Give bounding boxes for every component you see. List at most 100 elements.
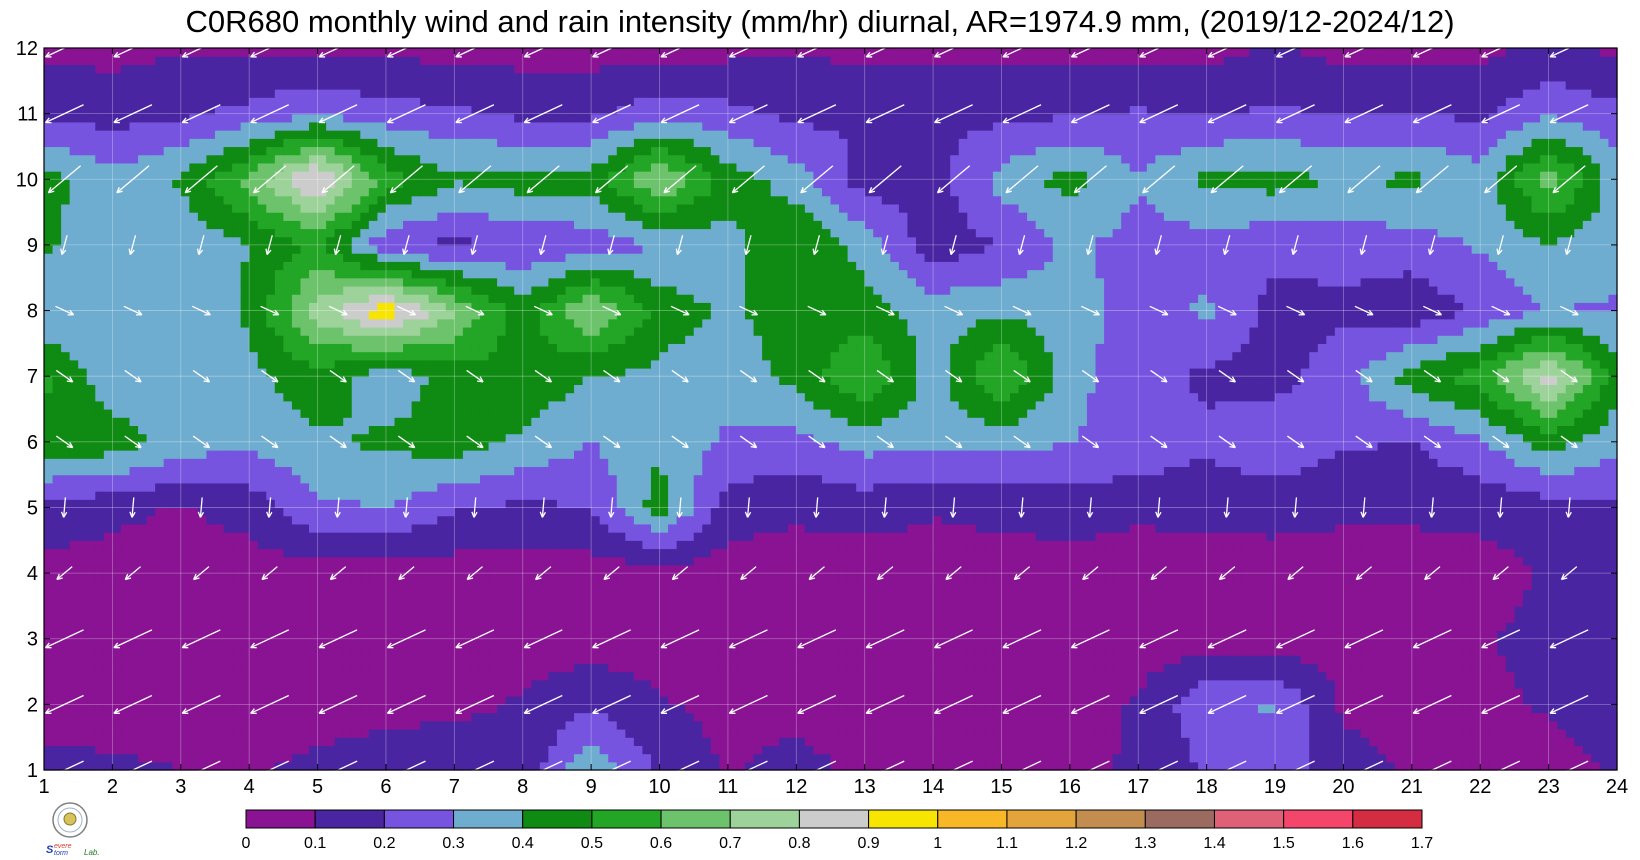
rain-cell-421 bbox=[497, 745, 507, 755]
rain-cell-1759 bbox=[924, 687, 934, 697]
rain-cell-4486 bbox=[642, 564, 652, 574]
rain-cell-2452 bbox=[556, 655, 567, 664]
rain-cell-244 bbox=[556, 753, 567, 763]
rain-cell-2796 bbox=[351, 638, 361, 648]
rain-cell-113 bbox=[1010, 761, 1020, 771]
rain-cell-1338 bbox=[471, 704, 481, 714]
rain-cell-4201 bbox=[1351, 581, 1362, 591]
rain-cell-1730 bbox=[676, 687, 686, 697]
rain-cell-3662 bbox=[1463, 605, 1473, 615]
rain-cell-3097 bbox=[1351, 630, 1362, 640]
rain-cell-4238 bbox=[95, 573, 105, 582]
rain-cell-1127 bbox=[240, 712, 250, 722]
rain-cell-2515 bbox=[1095, 655, 1105, 664]
rain-cell-2449 bbox=[531, 655, 541, 664]
rain-cell-2567 bbox=[1540, 655, 1550, 664]
rain-cell-2421 bbox=[291, 655, 302, 664]
rain-cell-2986 bbox=[403, 630, 413, 640]
rain-cell-944 bbox=[249, 720, 259, 730]
rain-cell-2066 bbox=[403, 671, 413, 681]
rain-cell-55 bbox=[514, 761, 524, 771]
rain-cell-4124 bbox=[693, 581, 703, 591]
rain-cell-2972 bbox=[283, 630, 293, 640]
rain-cell-695 bbox=[1266, 737, 1276, 746]
rain-cell-4680 bbox=[727, 556, 738, 566]
rain-cell-635 bbox=[753, 737, 763, 746]
rain-cell-743 bbox=[103, 728, 113, 738]
rain-cell-3312 bbox=[44, 614, 54, 623]
rain-cell-3459 bbox=[1300, 614, 1310, 623]
rain-cell-2681 bbox=[941, 646, 951, 656]
rain-cell-4023 bbox=[1403, 589, 1413, 599]
rain-cell-4616 bbox=[180, 556, 190, 566]
rain-cell-3898 bbox=[334, 589, 344, 599]
rain-cell-2292 bbox=[762, 663, 772, 673]
rain-cell-2846 bbox=[779, 638, 789, 648]
rain-cell-3046 bbox=[915, 630, 926, 640]
rain-cell-728 bbox=[1548, 737, 1558, 746]
rain-cell-684 bbox=[1172, 737, 1182, 746]
rain-cell-3145 bbox=[189, 622, 199, 632]
rain-cell-38 bbox=[368, 761, 379, 771]
rain-cell-1636 bbox=[1446, 696, 1456, 705]
rain-cell-2148 bbox=[1104, 671, 1114, 681]
rain-cell-4946 bbox=[1428, 548, 1439, 558]
rain-cell-4824 bbox=[385, 548, 396, 558]
rain-cell-1985 bbox=[1283, 679, 1293, 689]
rain-cell-1774 bbox=[1052, 687, 1062, 697]
rain-cell-4656 bbox=[522, 556, 532, 566]
rain-cell-64 bbox=[591, 761, 601, 771]
rain-cell-3267 bbox=[1232, 622, 1242, 632]
rain-cell-3659 bbox=[1437, 605, 1447, 615]
rain-cell-3686 bbox=[95, 597, 105, 607]
rain-cell-3593 bbox=[873, 605, 883, 615]
rain-cell-4051 bbox=[69, 581, 79, 591]
rain-cell-1838 bbox=[1599, 687, 1610, 697]
rain-cell-339 bbox=[1369, 753, 1379, 763]
rain-cell-3803 bbox=[1095, 597, 1105, 607]
rain-cell-2489 bbox=[873, 655, 883, 664]
rain-cell-4142 bbox=[847, 581, 857, 591]
rain-cell-1056 bbox=[1206, 720, 1216, 730]
rain-cell-1623 bbox=[1334, 696, 1345, 705]
rain-cell-4790 bbox=[95, 548, 105, 558]
rain-cell-413 bbox=[428, 745, 438, 755]
rain-cell-3947 bbox=[753, 589, 763, 599]
rain-cell-1780 bbox=[1104, 687, 1114, 697]
rain-cell-3024 bbox=[727, 630, 738, 640]
rain-cell-41 bbox=[394, 761, 404, 771]
rain-cell-3168 bbox=[385, 622, 396, 632]
rain-cell-4271 bbox=[377, 573, 387, 582]
rain-cell-3581 bbox=[770, 605, 780, 615]
rain-cell-3918 bbox=[505, 589, 515, 599]
rain-cell-1920 bbox=[727, 679, 738, 689]
rain-cell-4053 bbox=[86, 581, 96, 591]
rain-cell-3951 bbox=[787, 589, 797, 599]
rain-cell-979 bbox=[548, 720, 558, 730]
rain-cell-92 bbox=[830, 761, 840, 771]
rain-cell-4793 bbox=[120, 548, 131, 558]
rain-cell-4538 bbox=[1086, 564, 1097, 574]
rain-cell-3252 bbox=[1104, 622, 1114, 632]
rain-cell-1520 bbox=[454, 696, 464, 705]
rain-cell-2216 bbox=[112, 663, 122, 673]
rain-cell-2852 bbox=[830, 638, 840, 648]
rain-cell-574 bbox=[232, 737, 242, 746]
rain-cell-1266 bbox=[1428, 712, 1439, 722]
rain-cell-2498 bbox=[950, 655, 960, 664]
rain-cell-1908 bbox=[625, 679, 635, 689]
rain-cell-4670 bbox=[642, 556, 652, 566]
rain-cell-3213 bbox=[770, 622, 780, 632]
rain-cell-179 bbox=[1574, 761, 1584, 771]
rain-cell-651 bbox=[890, 737, 900, 746]
rain-cell-1195 bbox=[821, 712, 832, 722]
rain-cell-3478 bbox=[1463, 614, 1473, 623]
rain-cell-1145 bbox=[394, 712, 404, 722]
rain-cell-4164 bbox=[1035, 581, 1045, 591]
rain-cell-4309 bbox=[702, 573, 712, 582]
rain-cell-2723 bbox=[1300, 646, 1310, 656]
rain-cell-3316 bbox=[78, 614, 88, 623]
rain-cell-1480 bbox=[112, 696, 122, 705]
rain-cell-2944 bbox=[44, 630, 54, 640]
rain-cell-2184 bbox=[1411, 671, 1421, 681]
